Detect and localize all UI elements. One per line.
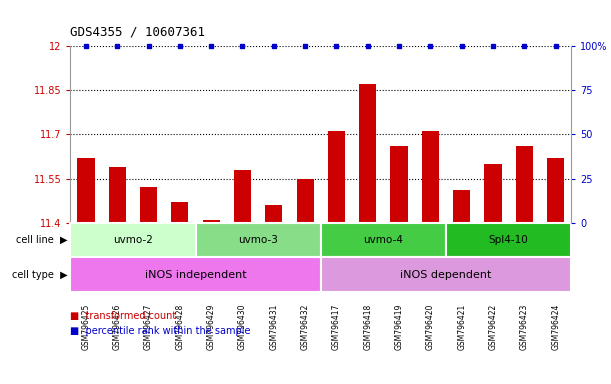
Bar <box>547 158 564 223</box>
Bar <box>203 220 220 223</box>
Bar <box>296 179 313 223</box>
Bar <box>70 257 321 292</box>
Bar <box>196 223 321 257</box>
Bar <box>321 257 571 292</box>
Bar <box>390 146 408 223</box>
Bar <box>422 131 439 223</box>
Bar <box>171 202 188 223</box>
Bar <box>453 190 470 223</box>
Text: GDS4355 / 10607361: GDS4355 / 10607361 <box>70 25 205 38</box>
Text: ■  percentile rank within the sample: ■ percentile rank within the sample <box>70 326 251 336</box>
Text: iNOS independent: iNOS independent <box>145 270 246 280</box>
Bar <box>70 223 196 257</box>
Text: iNOS dependent: iNOS dependent <box>400 270 492 280</box>
Bar <box>446 223 571 257</box>
Bar <box>328 131 345 223</box>
Text: uvmo-2: uvmo-2 <box>113 235 153 245</box>
Bar <box>359 84 376 223</box>
Bar <box>265 205 282 223</box>
Text: cell type  ▶: cell type ▶ <box>12 270 67 280</box>
Bar <box>78 158 95 223</box>
Text: uvmo-4: uvmo-4 <box>364 235 403 245</box>
Bar <box>109 167 126 223</box>
Text: uvmo-3: uvmo-3 <box>238 235 278 245</box>
Text: Spl4-10: Spl4-10 <box>489 235 529 245</box>
Bar <box>140 187 157 223</box>
Text: cell line  ▶: cell line ▶ <box>16 235 67 245</box>
Bar <box>234 170 251 223</box>
Bar <box>321 223 446 257</box>
Bar <box>485 164 502 223</box>
Text: ■  transformed count: ■ transformed count <box>70 311 177 321</box>
Bar <box>516 146 533 223</box>
